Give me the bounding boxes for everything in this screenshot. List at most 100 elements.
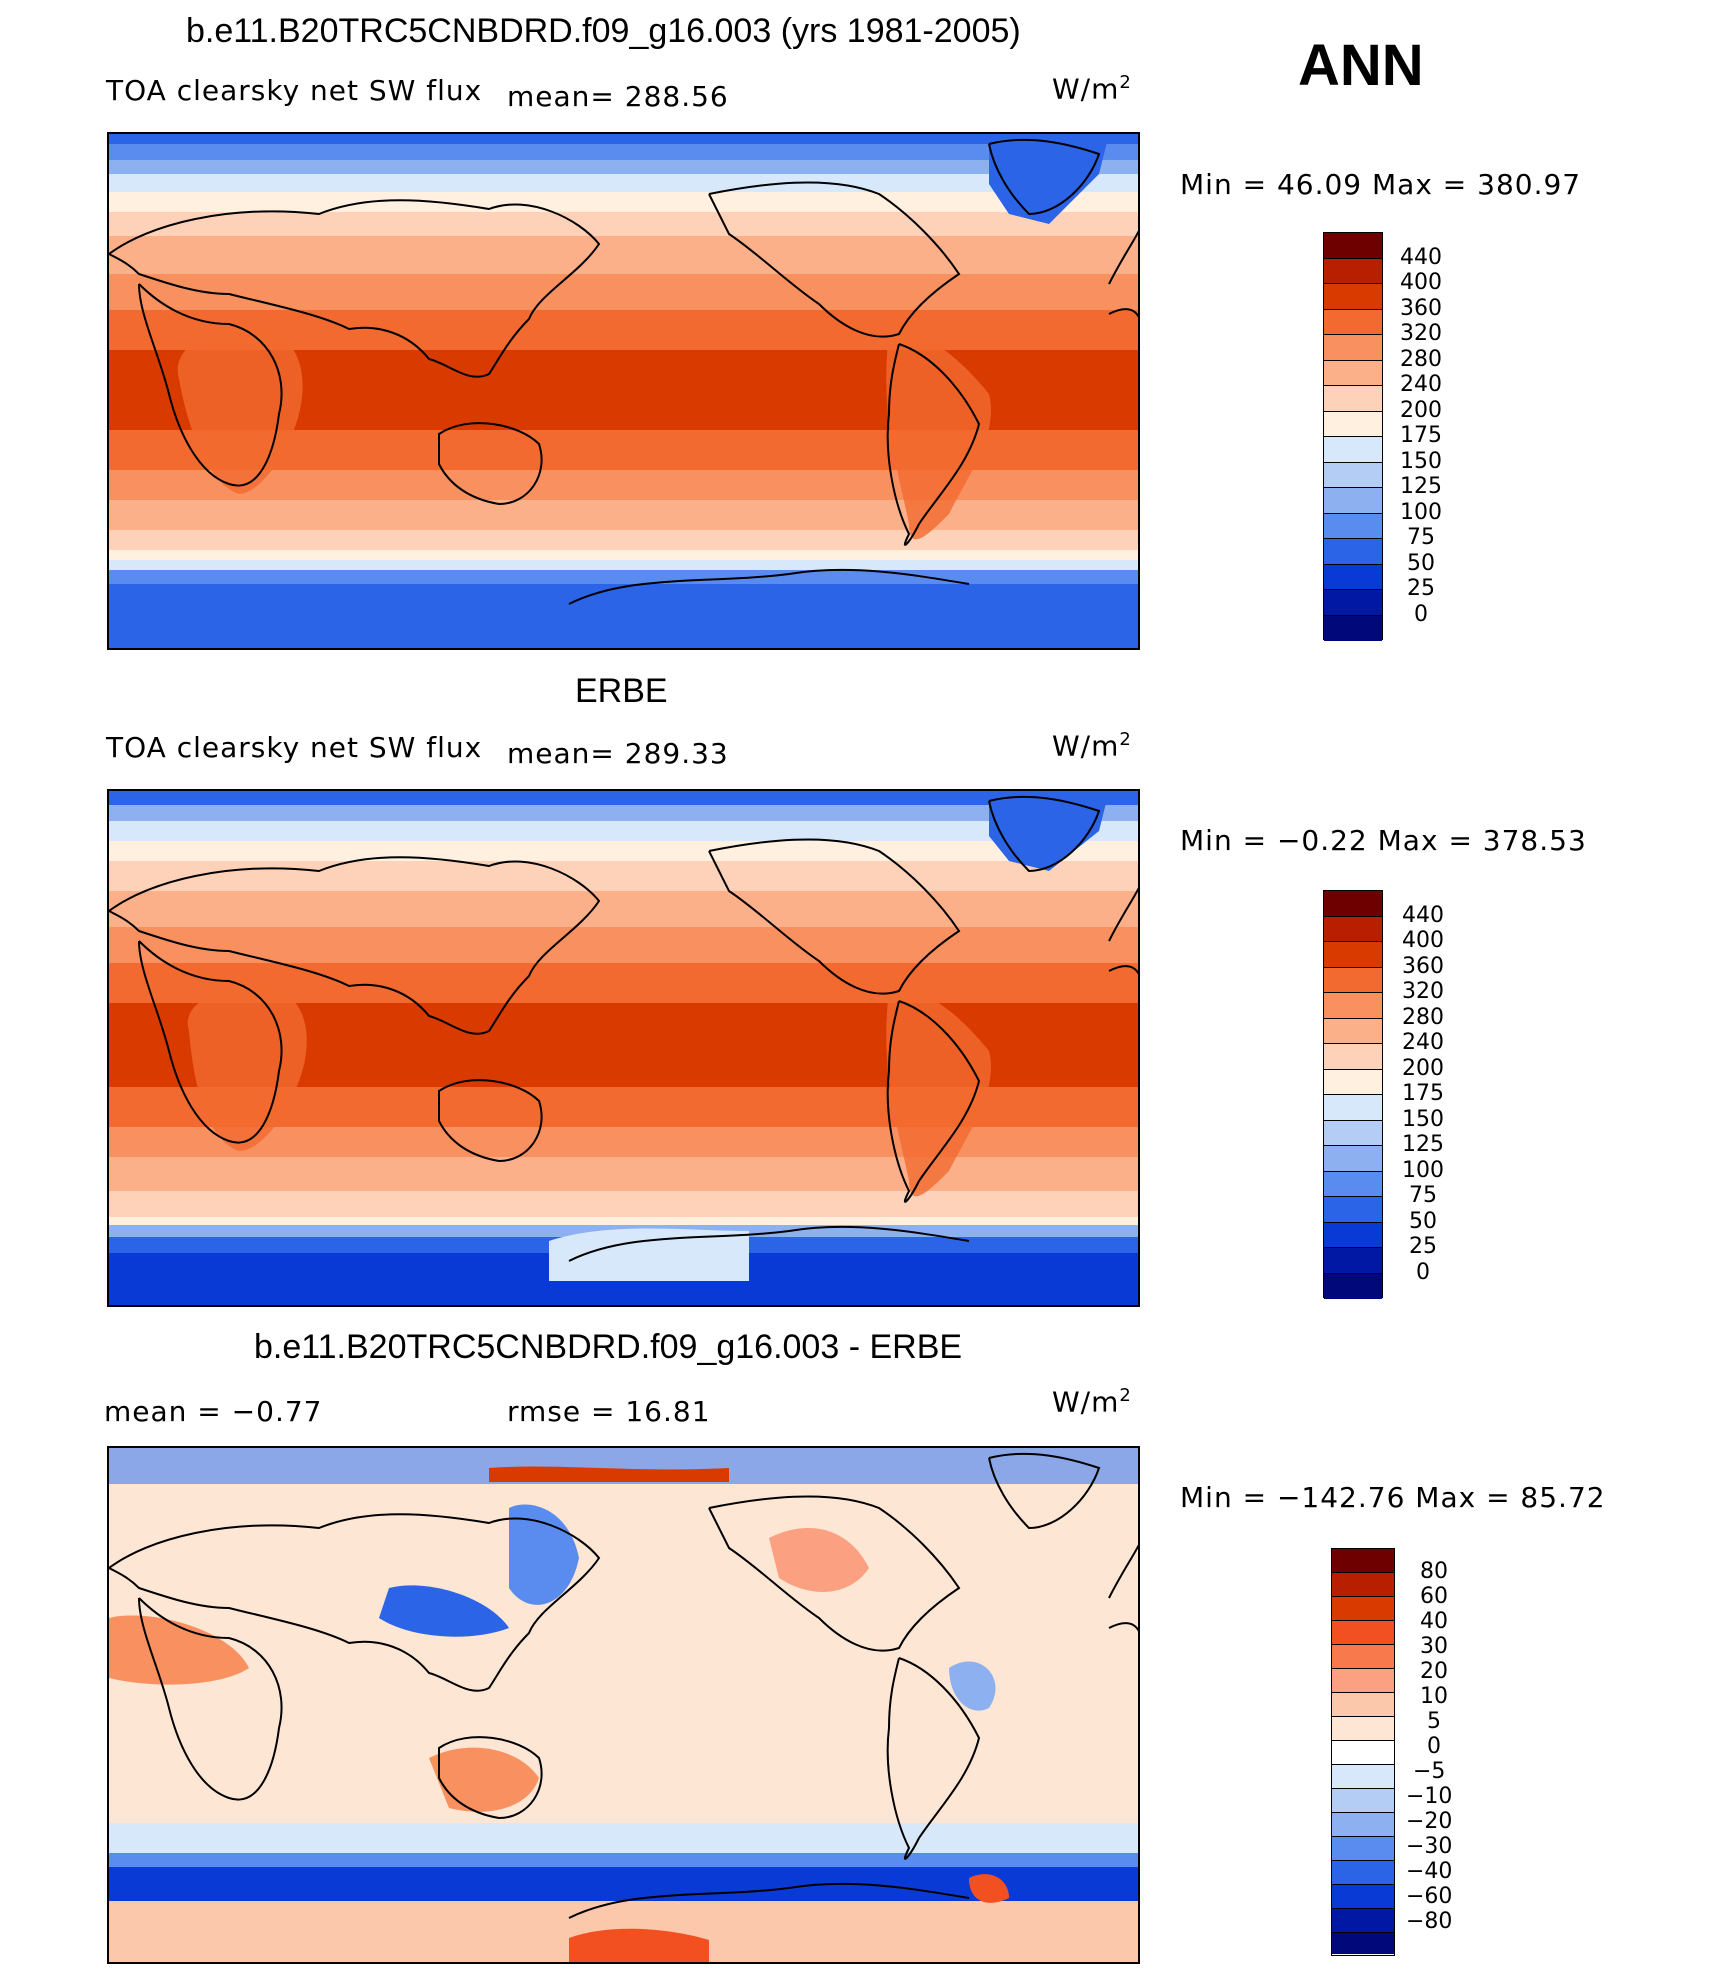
panel3-colorbar-label: −30 [1406,1834,1453,1859]
panel3-colorbar-label: 20 [1420,1659,1448,1684]
panel1-colorbar-swatch [1324,590,1382,616]
panel3-colorbar-swatch [1332,1837,1394,1861]
panel1-colorbar-label: 125 [1400,474,1442,499]
panel2-colorbar-swatch [1324,1222,1382,1248]
panel2-colorbar-label: 280 [1402,1005,1444,1030]
panel2-colorbar-label: 240 [1402,1030,1444,1055]
panel3-colorbar-label: −40 [1406,1859,1453,1884]
panel2-units: W/m2 [1052,729,1132,763]
panel3-colorbar-label: −5 [1413,1759,1446,1784]
panel3-colorbar-label: 10 [1420,1684,1448,1709]
panel3-colorbar-swatch [1332,1573,1394,1597]
panel2-colorbar-label: 440 [1402,903,1444,928]
panel3-map [107,1446,1140,1964]
panel1-colorbar-label: 75 [1407,525,1435,550]
panel2-colorbar-swatch [1324,1248,1382,1274]
panel1-variable-label: TOA clearsky net SW flux [106,74,483,107]
panel1-colorbar-swatch [1324,284,1382,310]
panel2-colorbar-label: 75 [1409,1183,1437,1208]
panel1-colorbar-label: 150 [1400,449,1442,474]
panel3-colorbar-swatch [1332,1765,1394,1789]
panel3-colorbar [1331,1548,1395,1956]
panel2-mean: mean= 289.33 [507,737,729,770]
panel2-colorbar-label: 50 [1409,1209,1437,1234]
panel1-colorbar-label: 280 [1400,347,1442,372]
panel1-colorbar-swatch [1324,233,1382,259]
panel2-colorbar-label: 100 [1402,1158,1444,1183]
panel1-colorbar-label: 440 [1400,245,1442,270]
panel3-colorbar-label: −80 [1406,1909,1453,1934]
panel1-colorbar-swatch [1324,386,1382,412]
panel2-colorbar-swatch [1324,1069,1382,1095]
panel2-colorbar-swatch [1324,967,1382,993]
panel1-title: b.e11.B20TRC5CNBDRD.f09_g16.003 (yrs 198… [186,12,1021,50]
panel3-colorbar-swatch [1332,1693,1394,1717]
panel3-colorbar-swatch [1332,1789,1394,1813]
panel1-colorbar-swatch [1324,513,1382,539]
panel3-colorbar-label: 80 [1420,1559,1448,1584]
panel2-colorbar-swatch [1324,1044,1382,1070]
panel3-colorbar-swatch [1332,1549,1394,1573]
panel2-colorbar-label: 0 [1416,1260,1430,1285]
panel1-map-graphic [109,134,1138,648]
panel1-colorbar-label: 240 [1400,372,1442,397]
panel3-colorbar-label: 30 [1420,1634,1448,1659]
panel1-colorbar-swatch [1324,437,1382,463]
panel3-units: W/m2 [1052,1385,1132,1419]
panel1-minmax: Min = 46.09 Max = 380.97 [1180,168,1582,201]
panel3-colorbar-swatch [1332,1645,1394,1669]
panel3-mean: mean = −0.77 [104,1395,323,1428]
panel1-colorbar-label: 0 [1414,602,1428,627]
panel1-colorbar-swatch [1324,360,1382,386]
panel3-minmax: Min = −142.76 Max = 85.72 [1180,1481,1606,1514]
panel2-colorbar-swatch [1324,1171,1382,1197]
panel2-colorbar-label: 175 [1402,1081,1444,1106]
panel2-colorbar-swatch [1324,1095,1382,1121]
panel2-colorbar-swatch [1324,993,1382,1019]
panel2-colorbar-swatch [1324,1197,1382,1223]
panel3-colorbar-label: −20 [1406,1809,1453,1834]
panel3-colorbar-label: −10 [1406,1784,1453,1809]
panel2-title: ERBE [575,672,668,710]
panel3-colorbar-label: 40 [1420,1609,1448,1634]
panel1-colorbar-swatch [1324,615,1382,641]
panel2-colorbar-label: 360 [1402,954,1444,979]
panel3-colorbar-label: 5 [1427,1709,1441,1734]
panel2-colorbar-label: 25 [1409,1234,1437,1259]
panel2-colorbar-swatch [1324,1273,1382,1299]
panel3-colorbar-swatch [1332,1861,1394,1885]
panel2-colorbar-swatch [1324,1146,1382,1172]
panel3-colorbar-swatch [1332,1885,1394,1909]
panel3-colorbar-label: 60 [1420,1584,1448,1609]
panel2-colorbar-label: 125 [1402,1132,1444,1157]
panel3-colorbar-swatch [1332,1909,1394,1933]
panel3-colorbar-swatch [1332,1933,1394,1954]
panel3-rmse: rmse = 16.81 [507,1395,711,1428]
panel1-mean: mean= 288.56 [507,80,729,113]
panel2-variable-label: TOA clearsky net SW flux [106,731,483,764]
panel1-colorbar-swatch [1324,564,1382,590]
panel1-colorbar-label: 400 [1400,270,1442,295]
panel2-map-graphic [109,791,1138,1305]
panel1-colorbar-swatch [1324,309,1382,335]
panel1-colorbar-swatch [1324,411,1382,437]
panel1-colorbar-swatch [1324,258,1382,284]
panel2-map [107,789,1140,1307]
panel2-colorbar-swatch [1324,891,1382,917]
panel1-colorbar-swatch [1324,462,1382,488]
panel1-colorbar-label: 360 [1400,296,1442,321]
panel3-colorbar-swatch [1332,1741,1394,1765]
season-label: ANN [1298,33,1424,98]
panel1-map [107,132,1140,650]
panel1-colorbar-swatch [1324,335,1382,361]
panel2-colorbar-swatch [1324,916,1382,942]
panel3-map-graphic [109,1448,1138,1962]
panel3-colorbar-label: 0 [1427,1734,1441,1759]
panel1-colorbar-label: 320 [1400,321,1442,346]
panel2-colorbar-label: 320 [1402,979,1444,1004]
panel3-colorbar-swatch [1332,1621,1394,1645]
panel1-units: W/m2 [1052,72,1132,106]
panel2-colorbar-label: 150 [1402,1107,1444,1132]
panel1-colorbar-label: 200 [1400,398,1442,423]
panel2-colorbar-swatch [1324,942,1382,968]
